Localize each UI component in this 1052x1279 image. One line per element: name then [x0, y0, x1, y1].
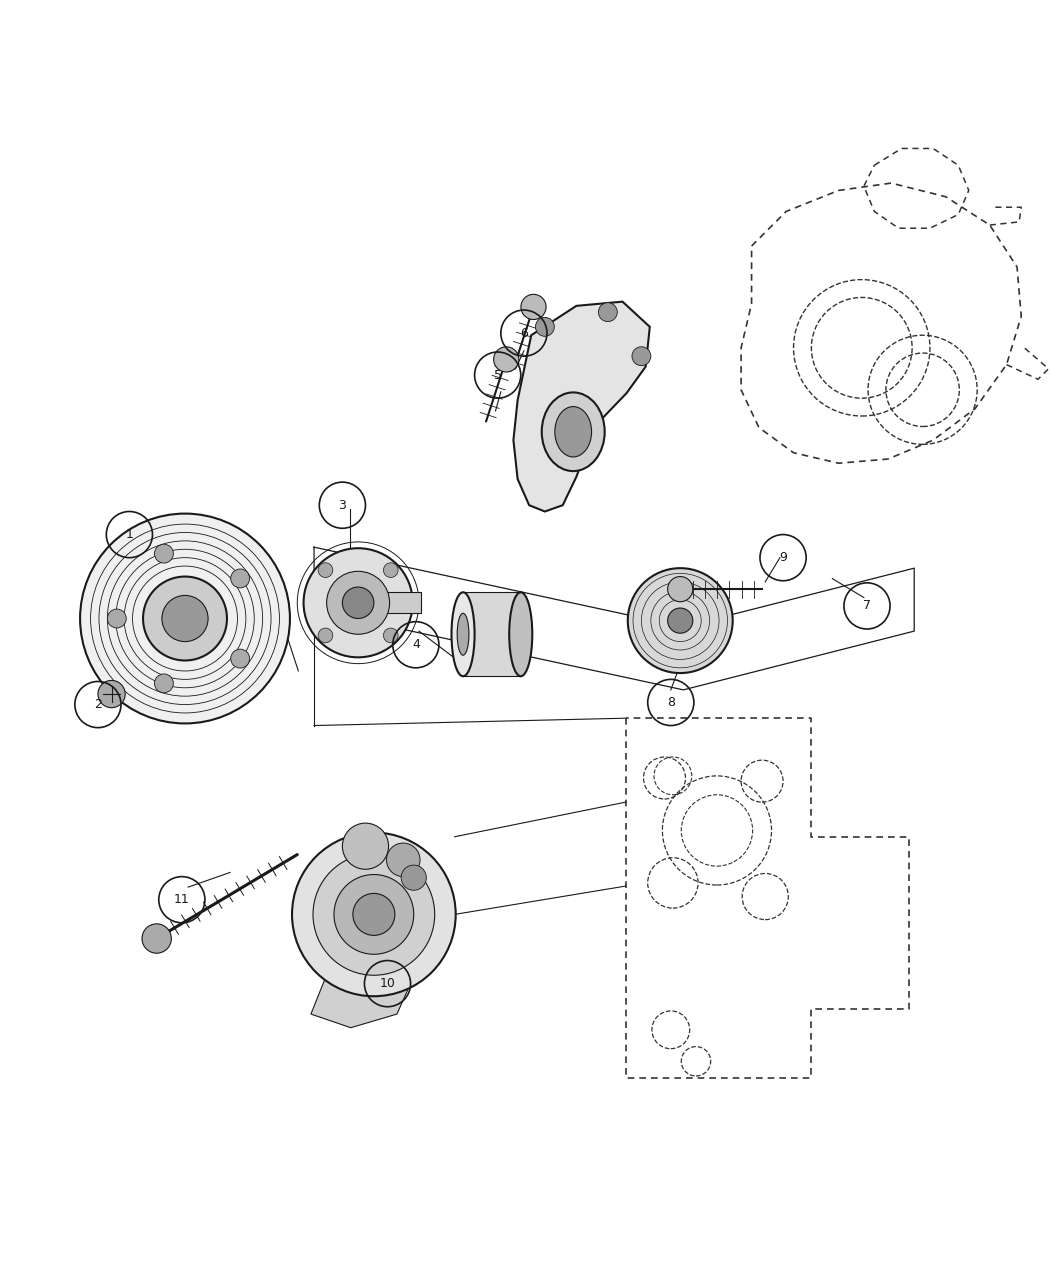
Ellipse shape	[554, 407, 591, 457]
Circle shape	[155, 544, 174, 563]
Circle shape	[80, 514, 290, 724]
Polygon shape	[311, 967, 418, 1028]
Text: 9: 9	[780, 551, 787, 564]
Text: 2: 2	[94, 698, 102, 711]
Circle shape	[318, 563, 332, 578]
Bar	[463, 592, 521, 677]
Text: 7: 7	[863, 600, 871, 613]
Circle shape	[342, 824, 388, 870]
Circle shape	[327, 572, 389, 634]
Circle shape	[521, 294, 546, 320]
Circle shape	[292, 833, 456, 996]
Circle shape	[107, 609, 126, 628]
Circle shape	[493, 347, 519, 372]
Text: 5: 5	[493, 368, 502, 381]
Circle shape	[383, 628, 398, 643]
Circle shape	[143, 577, 227, 660]
Bar	[384, 592, 421, 613]
Circle shape	[668, 608, 693, 633]
Circle shape	[318, 628, 332, 643]
Ellipse shape	[542, 393, 605, 471]
Circle shape	[155, 674, 174, 693]
Text: 4: 4	[412, 638, 420, 651]
Circle shape	[304, 549, 412, 657]
Circle shape	[98, 680, 125, 707]
Text: 8: 8	[667, 696, 674, 709]
Polygon shape	[513, 302, 650, 512]
Ellipse shape	[509, 592, 532, 677]
Text: 1: 1	[125, 528, 134, 541]
Circle shape	[401, 865, 426, 890]
Circle shape	[313, 853, 434, 976]
Text: 6: 6	[520, 326, 528, 340]
Ellipse shape	[451, 592, 474, 677]
Circle shape	[386, 843, 420, 876]
Circle shape	[342, 587, 373, 619]
Circle shape	[142, 923, 171, 953]
Ellipse shape	[458, 613, 469, 655]
Circle shape	[230, 650, 249, 668]
Circle shape	[599, 303, 618, 321]
Circle shape	[352, 894, 394, 935]
Text: 11: 11	[174, 893, 189, 907]
Circle shape	[668, 577, 693, 601]
Text: 3: 3	[339, 499, 346, 512]
Circle shape	[333, 875, 413, 954]
Circle shape	[383, 563, 398, 578]
Circle shape	[162, 596, 208, 642]
Circle shape	[230, 569, 249, 588]
Circle shape	[632, 347, 651, 366]
Circle shape	[535, 317, 554, 336]
Text: 10: 10	[380, 977, 396, 990]
Circle shape	[628, 568, 732, 673]
